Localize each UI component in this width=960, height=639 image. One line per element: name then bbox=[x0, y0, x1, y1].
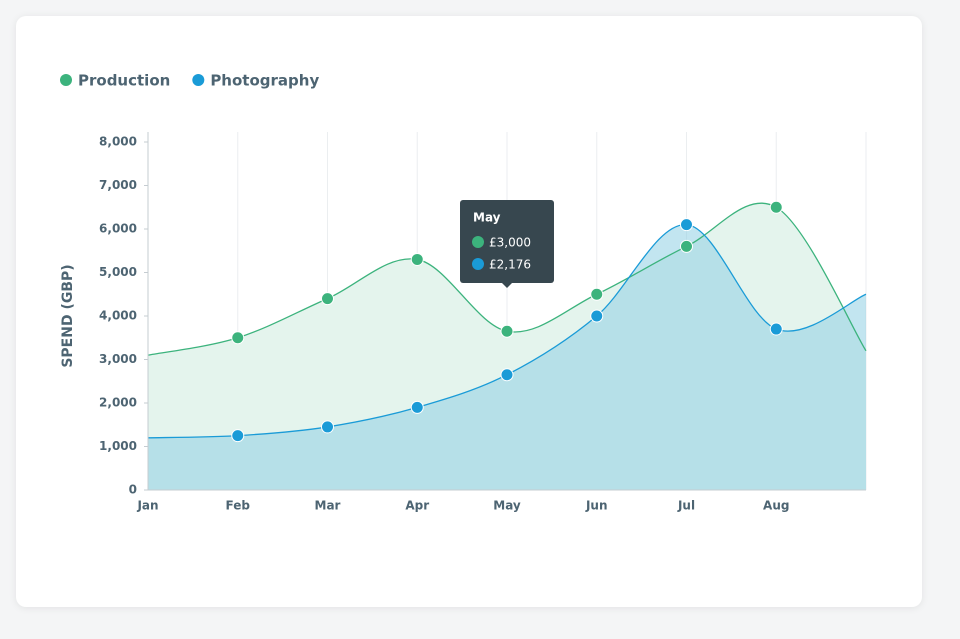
y-tick-label: 6,000 bbox=[99, 222, 137, 236]
point bbox=[410, 400, 424, 414]
point bbox=[590, 309, 604, 323]
y-tick-label: 5,000 bbox=[99, 265, 137, 279]
point bbox=[769, 200, 783, 214]
y-tick-label: 1,000 bbox=[99, 439, 137, 453]
line bbox=[147, 223, 867, 439]
legend-label: Production bbox=[78, 72, 170, 90]
x-tick-label: Feb bbox=[226, 499, 251, 513]
x-tick-label: Apr bbox=[405, 499, 429, 513]
y-tick-label: 0 bbox=[129, 483, 137, 497]
y-tick-label: 2,000 bbox=[99, 396, 137, 410]
tooltip-marker bbox=[472, 236, 484, 248]
point bbox=[321, 420, 334, 434]
legend-marker bbox=[60, 74, 72, 86]
area bbox=[148, 224, 866, 491]
tooltip-value: £3,000 bbox=[489, 236, 531, 250]
x-tick-label: Jan bbox=[136, 499, 158, 513]
y-tick-label: 4,000 bbox=[99, 309, 137, 323]
x-tick-label: Mar bbox=[315, 499, 341, 513]
point bbox=[500, 368, 514, 382]
x-tick-label: May bbox=[493, 499, 521, 513]
tooltip: May £3,000 £2,176 bbox=[460, 200, 554, 288]
point bbox=[680, 239, 693, 253]
y-tick-label: 7,000 bbox=[99, 178, 137, 192]
point bbox=[321, 292, 334, 306]
point bbox=[231, 429, 245, 443]
y-axis-label: SPEND (GBP) bbox=[60, 264, 76, 367]
point bbox=[500, 324, 514, 338]
y-tick-label: 3,000 bbox=[99, 352, 137, 366]
tooltip-marker bbox=[472, 258, 484, 270]
point bbox=[231, 331, 245, 345]
point bbox=[590, 287, 604, 301]
x-tick-label: Jun bbox=[585, 499, 608, 513]
x-tick-label: Jul bbox=[677, 499, 695, 513]
tooltip-title: May bbox=[473, 211, 501, 225]
point bbox=[410, 252, 424, 266]
tooltip-pointer bbox=[502, 283, 512, 288]
y-tick-label: 8,000 bbox=[99, 135, 137, 149]
tooltip-value: £2,176 bbox=[489, 258, 531, 272]
legend-label: Photography bbox=[210, 72, 319, 90]
point bbox=[680, 218, 693, 232]
x-tick-label: Aug bbox=[763, 499, 789, 513]
legend-marker bbox=[192, 74, 205, 86]
point bbox=[769, 322, 783, 336]
